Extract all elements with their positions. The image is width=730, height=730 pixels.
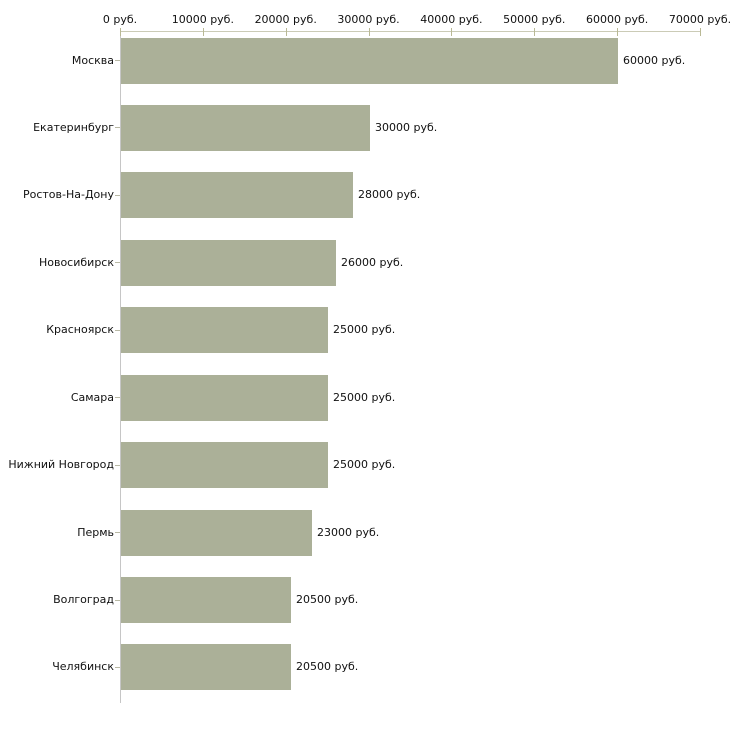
x-tick (202, 28, 204, 36)
bar (121, 104, 370, 151)
category-label: Волгоград (53, 593, 114, 607)
category-label: Самара (70, 390, 114, 404)
category-label: Екатеринбург (33, 120, 114, 134)
x-tick (617, 28, 619, 36)
x-tick-label: 0 руб. (102, 13, 138, 26)
value-label: 23000 руб. (317, 525, 380, 539)
value-label: 60000 руб. (623, 53, 686, 67)
x-tick-label: 10000 руб. (171, 13, 234, 26)
category-tick (115, 262, 120, 264)
bar (121, 577, 291, 624)
category-tick (115, 329, 120, 331)
category-tick (115, 532, 120, 534)
value-label: 25000 руб. (333, 458, 396, 472)
bar (121, 172, 353, 219)
value-label: 30000 руб. (375, 120, 438, 134)
category-tick (115, 60, 120, 61)
category-label: Красноярск (46, 323, 114, 337)
x-tick (120, 28, 121, 36)
x-axis-line (120, 31, 701, 32)
value-label: 28000 руб. (358, 188, 421, 202)
x-tick (368, 28, 370, 36)
x-tick-label: 30000 руб. (337, 13, 400, 26)
x-tick-label: 40000 руб. (420, 13, 483, 26)
category-label: Нижний Новгород (8, 458, 114, 472)
category-label: Челябинск (52, 660, 114, 674)
bar (121, 442, 328, 489)
category-label: Ростов-На-Дону (22, 188, 114, 202)
category-tick (115, 194, 120, 196)
x-tick-label: 50000 руб. (503, 13, 566, 26)
x-tick (534, 28, 536, 36)
x-tick-label: 70000 руб. (668, 13, 730, 26)
value-label: 20500 руб. (296, 593, 359, 607)
category-label: Москва (71, 53, 114, 67)
y-axis-line (120, 31, 121, 703)
value-label: 25000 руб. (333, 323, 396, 337)
x-tick (700, 28, 701, 36)
category-tick (115, 397, 120, 399)
value-label: 20500 руб. (296, 660, 359, 674)
bar (121, 644, 291, 691)
x-tick-label: 60000 руб. (586, 13, 649, 26)
category-tick (115, 599, 120, 601)
x-tick-label: 20000 руб. (254, 13, 317, 26)
bar (121, 509, 312, 556)
value-label: 26000 руб. (341, 255, 404, 269)
bar (121, 37, 618, 84)
x-tick (285, 28, 287, 36)
category-label: Пермь (77, 525, 114, 539)
value-label: 25000 руб. (333, 390, 396, 404)
category-tick (115, 464, 120, 466)
category-label: Новосибирск (38, 255, 114, 269)
category-tick (115, 127, 120, 129)
bar (121, 239, 336, 286)
bar (121, 374, 328, 421)
x-tick (451, 28, 453, 36)
category-tick (115, 666, 120, 668)
bar (121, 307, 328, 354)
